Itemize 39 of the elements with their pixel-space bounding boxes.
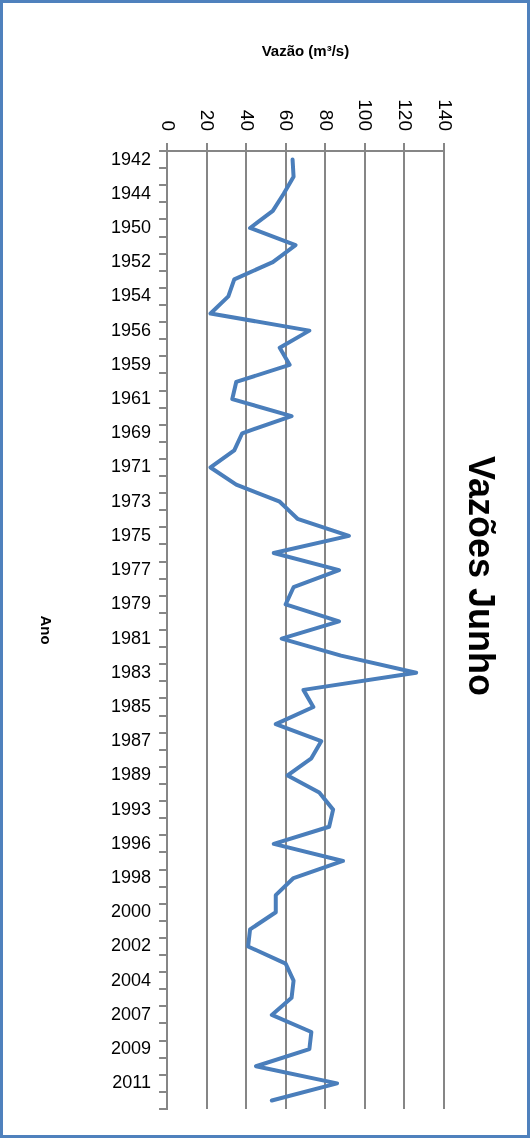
y-tick-label: 1993 [111, 798, 152, 819]
y-tick-label: 1998 [111, 867, 152, 888]
x-axis-title: Vazão (m³/s) [261, 42, 350, 60]
y-tick-label: 2000 [111, 901, 152, 922]
y-tick-label: 1983 [111, 661, 152, 682]
text: Vazões Junho [461, 455, 503, 697]
x-tick-label: 80 [315, 109, 337, 131]
y-tick-label: 1973 [111, 490, 152, 511]
x-tick-label: 20 [197, 109, 219, 131]
y-tick-label: 2011 [112, 1072, 152, 1093]
y-tick-label: 1950 [111, 216, 152, 237]
y-tick-label: 1989 [111, 764, 152, 785]
y-tick-label: 1981 [111, 627, 152, 648]
y-tick-label: 2002 [111, 935, 152, 956]
y-tick-label: 1975 [111, 524, 152, 545]
y-tick-label: 1996 [111, 832, 152, 853]
y-axis-title: Ano [37, 615, 55, 645]
y-tick-label: 1961 [111, 388, 152, 409]
y-tick-label: 1956 [111, 319, 152, 340]
y-tick-label: 1985 [111, 695, 152, 716]
y-tick-label: 1977 [111, 559, 152, 580]
y-tick-label: 1987 [111, 730, 152, 751]
x-tick-label: 60 [276, 109, 298, 131]
y-tick-label: 1959 [111, 353, 152, 374]
y-tick-label: 1942 [111, 148, 152, 169]
y-tick-label: 1944 [111, 182, 152, 203]
y-tick-label: 2009 [111, 1038, 152, 1059]
x-tick-label: 0 [157, 120, 179, 131]
x-tick-label: 140 [434, 99, 456, 131]
y-tick-label: 1954 [111, 285, 152, 306]
x-tick-label: 40 [236, 109, 258, 131]
x-tick-label: 120 [395, 99, 417, 131]
y-tick-label: 2007 [111, 1003, 152, 1024]
y-tick-label: 1971 [111, 456, 152, 477]
y-tick-label: 2004 [111, 969, 152, 990]
y-tick-label: 1969 [111, 422, 152, 443]
y-tick-label: 1952 [111, 251, 152, 272]
x-tick-label: 100 [355, 99, 377, 131]
y-tick-label: 1979 [111, 593, 152, 614]
